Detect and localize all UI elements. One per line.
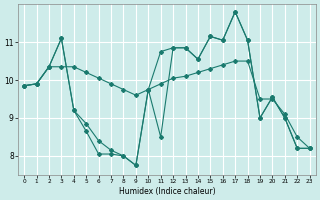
X-axis label: Humidex (Indice chaleur): Humidex (Indice chaleur) <box>119 187 215 196</box>
